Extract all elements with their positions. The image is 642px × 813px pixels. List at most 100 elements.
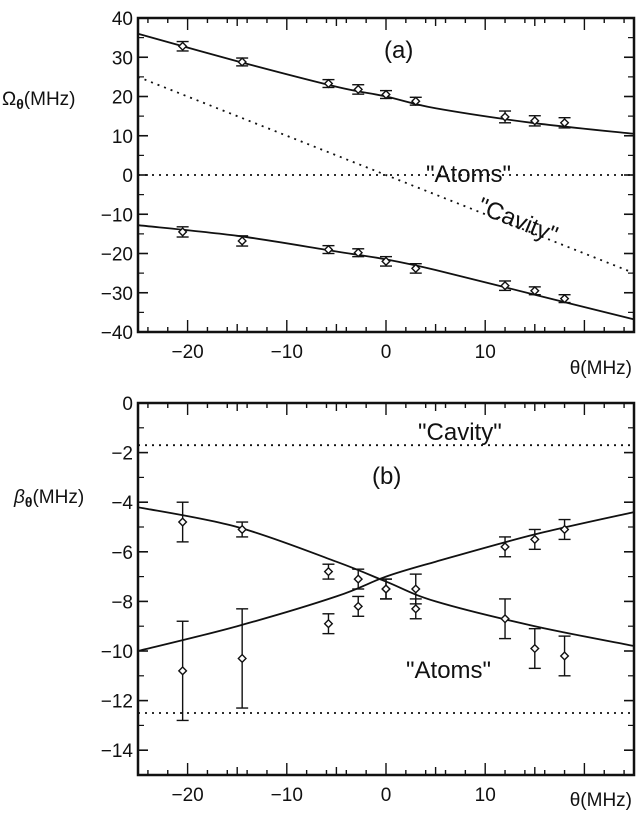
b-marker-diamond [500, 613, 510, 624]
b-ytick-label: −14 [101, 741, 134, 762]
b-ytick-label: −10 [101, 642, 133, 663]
a-marker-diamond [353, 247, 364, 258]
b-data-point [352, 595, 365, 617]
a-xtick-label: 0 [381, 342, 392, 363]
b-marker-diamond [237, 524, 247, 535]
b-marker-diamond [323, 618, 334, 629]
panel-b-ylabel-symbol: β [13, 487, 25, 508]
b-marker-diamond [177, 666, 188, 676]
b-data-point [499, 598, 512, 640]
b-data-point [528, 528, 541, 551]
a-xtick-label: 10 [475, 342, 496, 363]
b-data-point [409, 598, 422, 620]
a-marker-diamond [353, 84, 364, 95]
a-data-point [176, 40, 189, 52]
a-marker-diamond [237, 236, 247, 246]
a-marker-diamond [410, 263, 421, 274]
b-marker-diamond [177, 517, 188, 527]
a-marker-diamond [323, 78, 334, 89]
panel-a-ylabel-symbol: Ω [2, 89, 16, 110]
a-data-point [322, 78, 335, 89]
a-data-point [528, 285, 541, 296]
panel-b-xlabel: θ(MHz) [570, 790, 632, 811]
b-data-point [528, 627, 541, 670]
a-data-point [176, 226, 189, 238]
a-xtick-label: −10 [271, 342, 303, 363]
a-xtick-label: −20 [171, 342, 203, 363]
b-marker-diamond [500, 542, 510, 552]
a-data-point [558, 293, 571, 304]
a-reference-line-cavity [137, 76, 635, 274]
a-data-point [236, 235, 249, 247]
panel-a-atoms-label: "Atoms" [426, 161, 511, 188]
panel-b-tag: (b) [372, 463, 401, 490]
a-data-point [352, 247, 365, 258]
b-data-point [558, 518, 571, 541]
b-marker-diamond [559, 524, 570, 535]
panel-a-ylabel: Ωθ(MHz) [2, 89, 76, 112]
panel-b-ylabel: βθ(MHz) [13, 487, 84, 510]
a-data-point [380, 255, 392, 267]
a-data-point [352, 84, 365, 95]
a-ytick-label: 40 [112, 9, 133, 30]
b-data-point [176, 501, 189, 543]
b-xtick-label: 10 [475, 785, 496, 806]
b-ytick-label: −4 [111, 493, 133, 514]
a-data-point [499, 110, 512, 124]
a-marker-diamond [500, 280, 510, 291]
a-data-point [236, 57, 249, 67]
b-data-point [236, 521, 249, 538]
b-marker-diamond [530, 643, 540, 654]
b-xtick-label: −10 [271, 785, 303, 806]
a-ytick-label: 0 [122, 166, 133, 187]
panel-b-ylabel-unit: (MHz) [32, 487, 84, 508]
panel-a-tag: (a) [384, 37, 413, 64]
b-data-point [558, 635, 571, 677]
a-ytick-label: −20 [101, 245, 133, 266]
a-marker-diamond [410, 96, 421, 106]
b-data-point [176, 620, 189, 722]
b-marker-diamond [323, 566, 334, 577]
b-marker-diamond [559, 651, 570, 661]
b-marker-diamond [381, 584, 391, 594]
a-marker-diamond [530, 285, 540, 296]
a-marker-diamond [177, 41, 188, 52]
panel-a-ylabel-unit: (MHz) [24, 89, 76, 110]
b-ytick-label: 0 [122, 394, 133, 415]
b-marker-diamond [353, 601, 364, 612]
b-ytick-label: −2 [111, 444, 133, 465]
b-marker-diamond [410, 584, 421, 594]
a-data-point [528, 115, 541, 127]
a-data-point [409, 263, 422, 274]
a-data-point [322, 244, 335, 255]
a-data-point [409, 96, 422, 106]
b-data-point [380, 578, 392, 600]
a-marker-diamond [323, 244, 334, 255]
a-marker-diamond [559, 118, 570, 128]
b-marker-diamond [353, 574, 364, 584]
b-xtick-label: −20 [171, 785, 203, 806]
b-marker-diamond [410, 604, 421, 614]
b-data-point [352, 568, 365, 590]
b-marker-diamond [530, 534, 540, 545]
a-data-point [380, 89, 392, 100]
a-marker-diamond [381, 89, 391, 100]
b-ytick-label: −6 [111, 543, 133, 564]
a-data-point [558, 116, 571, 129]
a-marker-diamond [559, 293, 570, 304]
b-data-point [322, 563, 335, 580]
a-ytick-label: 10 [112, 127, 133, 148]
panel-a-cavity-label: "Cavity" [474, 193, 562, 249]
a-fit-curve-1 [137, 224, 635, 321]
b-data-point [499, 536, 512, 558]
a-data-point [499, 280, 512, 292]
a-ytick-label: 20 [112, 88, 133, 109]
panel-a: 40 30 20 10 0 −10 −20 −30 −40 −20 −10 0 10 (a) Ωθ(M… [2, 9, 636, 379]
a-ytick-label: −30 [101, 284, 133, 305]
a-ytick-label: 30 [112, 48, 133, 69]
a-ytick-label: −40 [101, 323, 133, 344]
b-data-point [236, 608, 249, 709]
a-marker-diamond [177, 227, 188, 237]
panel-b-cavity-label: "Cavity" [418, 419, 502, 446]
